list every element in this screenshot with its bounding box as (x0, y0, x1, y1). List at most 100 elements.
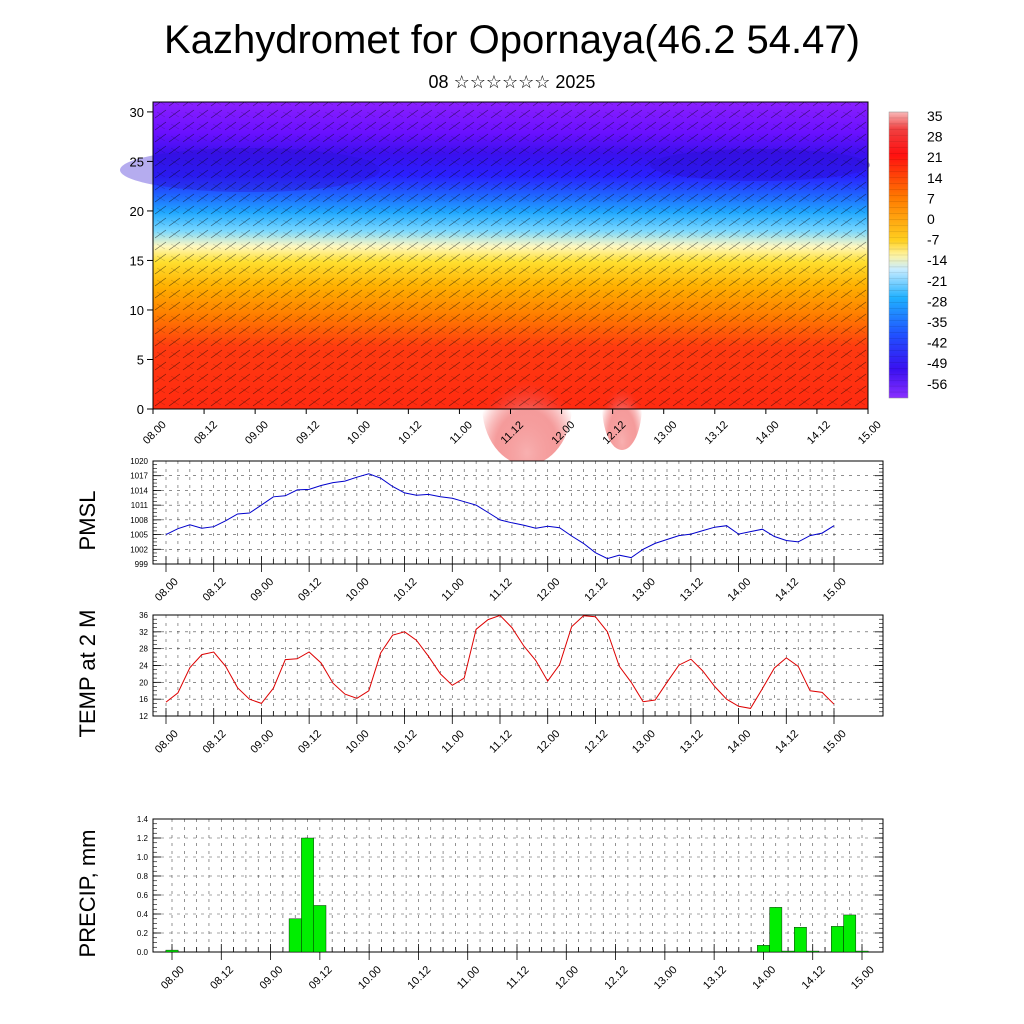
vertical-section-panel: 0 5 10 15 20 25 30 08.00 08.12 09.00 09.12 10.00 10… (120, 101, 884, 465)
section-y-tick-label: 20 (130, 204, 144, 219)
x-tick-label: 09.00 (257, 964, 285, 992)
section-x-tick-label: 15.00 (856, 419, 884, 447)
x-tick-label: 10.12 (391, 728, 419, 756)
colorbar-label: 0 (927, 211, 935, 227)
precip-bar (288, 918, 302, 953)
x-tick-label: 10.00 (356, 964, 384, 992)
x-tick-label: 08.12 (208, 964, 236, 992)
x-tick-label: 15.00 (821, 728, 849, 756)
y-tick-label: 0.4 (137, 910, 149, 919)
x-tick-label: 13.12 (678, 728, 706, 756)
precip-bar (165, 949, 179, 953)
x-tick-label: 11.00 (439, 576, 466, 603)
section-y-tick-label: 15 (130, 253, 144, 268)
x-tick-label: 12.00 (553, 964, 581, 992)
x-tick-label: 11.12 (504, 964, 531, 991)
precip-bar (313, 905, 327, 953)
x-tick-label: 09.00 (248, 576, 276, 604)
x-tick-label: 12.12 (602, 964, 630, 992)
colorbar-label: -56 (927, 376, 947, 392)
y-axis-label: PRECIP, mm (75, 830, 100, 958)
x-tick-label: 08.00 (153, 728, 181, 756)
colorbar-label: -7 (927, 232, 940, 248)
colorbar-label: -49 (927, 355, 947, 371)
x-tick-label: 14.00 (750, 964, 778, 992)
y-axis-label: PMSL (75, 491, 100, 551)
colorbar-label: -14 (927, 252, 947, 268)
x-tick-label: 13.12 (701, 964, 729, 992)
x-tick-label: 15.00 (821, 576, 849, 604)
x-tick-label: 11.00 (455, 964, 482, 991)
colorbar: 35 28 21 14 7 0 -7 -14 -21 -28 -35 -42 -49 -56 (888, 108, 947, 399)
y-tick-label: 1.0 (137, 853, 149, 862)
x-tick-label: 09.00 (248, 728, 276, 756)
section-x-tick-label: 10.12 (396, 419, 424, 447)
x-tick-label: 09.12 (296, 576, 324, 604)
y-tick-label: 1014 (130, 486, 148, 495)
panel-frame (152, 614, 884, 717)
x-tick-label: 10.12 (405, 964, 433, 992)
y-tick-label: 1020 (130, 457, 148, 466)
section-x-tick-label: 10.00 (345, 419, 373, 447)
precip-bar (781, 950, 795, 953)
section-x-tick-label: 09.12 (294, 419, 322, 447)
x-tick-label: 12.00 (535, 576, 563, 604)
x-tick-label: 14.12 (773, 728, 801, 756)
y-tick-label: 0.6 (137, 891, 149, 900)
colorbar-frame (888, 111, 909, 399)
y-tick-label: 1.4 (137, 815, 149, 824)
chart-title: Kazhydromet for Opornaya(46.2 54.47) (164, 18, 860, 62)
y-tick-label: 1002 (130, 545, 148, 554)
x-tick-label: 11.12 (487, 576, 514, 603)
section-y-axis: 0 5 10 15 20 25 30 (130, 105, 153, 417)
y-tick-label: 32 (139, 628, 148, 637)
x-tick-label: 13.00 (630, 728, 658, 756)
colorbar-labels: 35 28 21 14 7 0 -7 -14 -21 -28 -35 -42 -49 -56 (927, 108, 947, 392)
pmsl-panel: 999 1002 1005 1008 1011 1014 1017 1020 08.00 08.1… (75, 457, 884, 604)
colorbar-label: 35 (927, 108, 943, 124)
precip-bar (830, 926, 844, 953)
section-y-tick-label: 5 (137, 352, 144, 367)
section-y-tick-label: 10 (130, 303, 144, 318)
section-x-tick-label: 14.00 (754, 419, 782, 447)
precip-bar (843, 914, 857, 953)
panel-frame (152, 460, 884, 565)
wind-vectors (153, 102, 868, 409)
precip-panel: 0.0 0.2 0.4 0.6 0.8 1.0 1.2 1.4 08.00 08.12 09.00 0… (75, 815, 884, 992)
section-x-tick-label: 13.00 (652, 419, 680, 447)
y-axis-label: TEMP at 2 M (75, 610, 100, 738)
x-tick-label: 10.00 (344, 728, 372, 756)
colorbar-label: 21 (927, 149, 943, 165)
section-x-tick-label: 08.12 (192, 419, 220, 447)
panel-frame (152, 818, 884, 953)
x-tick-label: 08.00 (153, 576, 181, 604)
y-tick-label: 1005 (130, 531, 148, 540)
y-tick-label: 1017 (130, 472, 148, 481)
x-tick-label: 14.00 (725, 728, 753, 756)
x-tick-label: 09.12 (307, 964, 335, 992)
x-tick-label: 14.12 (773, 576, 801, 604)
x-tick-label: 13.00 (630, 576, 658, 604)
x-tick-label: 08.12 (201, 728, 229, 756)
x-tick-label: 12.12 (582, 728, 610, 756)
x-tick-label: 14.00 (725, 576, 753, 604)
x-tick-label: 13.12 (678, 576, 706, 604)
precip-bar (757, 945, 770, 953)
y-tick-label: 28 (139, 645, 148, 654)
chart-subtitle: 08 ☆☆☆☆☆☆ 2025 (428, 72, 596, 92)
colorbar-lines (888, 111, 909, 399)
y-tick-label: 0.0 (137, 948, 149, 957)
y-tick-label: 1.2 (137, 834, 149, 843)
colorbar-label: -28 (927, 293, 947, 309)
colorbar-label: 14 (927, 170, 943, 186)
x-tick-label: 08.12 (201, 576, 229, 604)
section-x-tick-label: 09.00 (243, 419, 271, 447)
y-tick-label: 16 (139, 695, 148, 704)
precip-bar (301, 837, 314, 953)
colorbar-ramp (889, 112, 908, 398)
temp-panel: 12 16 20 24 28 32 36 08.00 08.12 09.00 09.12 10.00 1… (75, 610, 884, 756)
series-line (165, 473, 835, 560)
y-tick-label: 24 (139, 662, 148, 671)
precip-bar (806, 950, 820, 953)
